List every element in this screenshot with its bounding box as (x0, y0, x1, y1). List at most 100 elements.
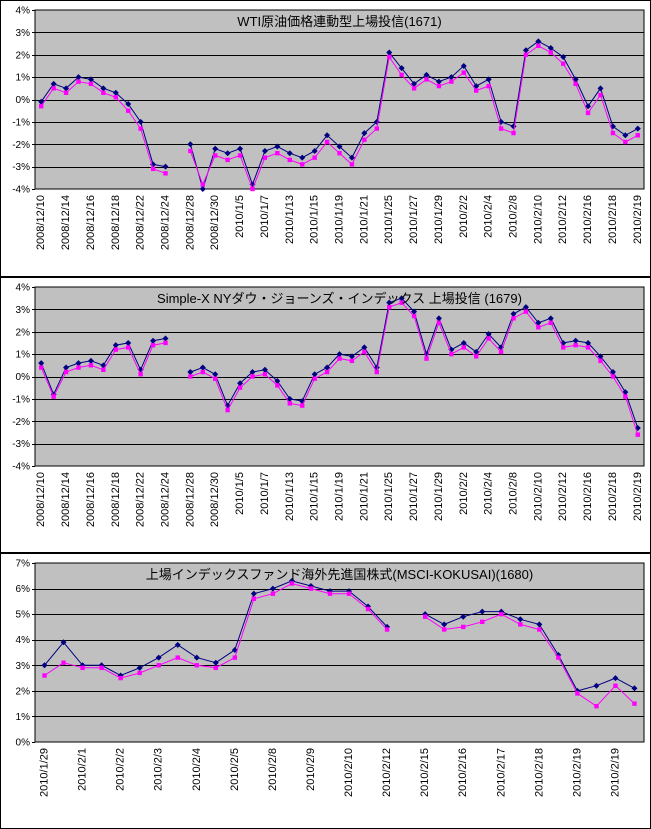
marker-diamond (622, 132, 629, 139)
marker-diamond (231, 646, 238, 653)
marker-diamond (237, 145, 244, 152)
marker-square (411, 313, 417, 319)
x-axis-label: 2010/1/29 (433, 195, 445, 244)
x-axis-label: 2010/1/29 (39, 748, 51, 797)
x-axis-label: 2010/2/16 (582, 472, 594, 521)
x-axis-label: 2010/2/5 (229, 748, 241, 791)
marker-square (598, 92, 603, 98)
marker-diamond (193, 654, 200, 661)
marker-diamond (112, 342, 119, 349)
x-axis-label: 2010/1/21 (358, 195, 370, 244)
marker-square (118, 675, 123, 681)
marker-diamond (60, 639, 67, 646)
marker-square (150, 342, 156, 348)
marker-square (561, 345, 566, 350)
marker-square (518, 622, 523, 627)
marker-diamond (125, 339, 132, 346)
y-axis-label: 3% (16, 305, 31, 316)
marker-diamond (311, 147, 318, 154)
marker-square (536, 325, 541, 330)
marker-diamond (136, 664, 143, 671)
marker-diamond (386, 49, 393, 56)
marker-square (213, 153, 218, 158)
marker-square (349, 162, 355, 167)
marker-square (51, 86, 56, 91)
marker-square (573, 81, 578, 87)
marker-diamond (125, 100, 132, 107)
marker-square (575, 691, 580, 696)
x-axis-label: 2008/12/18 (110, 195, 122, 250)
y-axis-label: 1% (16, 73, 31, 84)
marker-diamond (261, 366, 268, 373)
x-axis-label: 2010/2/18 (607, 195, 619, 244)
marker-square (424, 77, 429, 82)
marker-square (461, 70, 466, 75)
marker-square (113, 347, 118, 352)
marker-square (289, 581, 295, 586)
x-axis-label: 2010/1/15 (309, 472, 321, 521)
marker-square (374, 369, 379, 375)
marker-square (461, 345, 466, 350)
marker-square (610, 130, 616, 136)
marker-diamond (574, 687, 581, 694)
marker-square (486, 83, 491, 89)
x-axis-label: 2010/1/19 (334, 472, 346, 521)
marker-square (250, 374, 255, 379)
marker-diamond (609, 369, 616, 376)
marker-square (76, 365, 81, 370)
marker-diamond (348, 353, 355, 360)
marker-square (399, 72, 404, 78)
marker-square (436, 83, 442, 89)
marker-diamond (535, 38, 542, 45)
y-axis-label: 1% (16, 350, 31, 361)
marker-square (308, 586, 314, 591)
marker-diamond (572, 337, 579, 344)
marker-square (175, 655, 180, 660)
marker-diamond (460, 62, 467, 69)
marker-square (362, 349, 367, 355)
x-axis-label: 2008/12/18 (110, 472, 122, 527)
marker-square (156, 663, 161, 668)
marker-square (474, 354, 479, 359)
marker-square (449, 79, 454, 84)
marker-diamond (112, 89, 119, 96)
marker-square (585, 345, 591, 350)
marker-square (424, 356, 429, 361)
x-axis-label: 2010/2/15 (419, 748, 431, 797)
x-axis-label: 2010/2/18 (533, 748, 545, 797)
marker-square (61, 660, 66, 665)
marker-square (300, 162, 305, 167)
marker-diamond (398, 295, 405, 302)
chart-simplex-nydow-1679: Simple-X NYダウ・ジョーンズ・インデックス 上場投信 (1679) 4… (0, 277, 651, 553)
marker-square (436, 320, 442, 325)
marker-square (188, 148, 193, 154)
marker-diamond (250, 590, 257, 597)
marker-square (287, 401, 292, 406)
x-axis-label: 2010/2/19 (632, 195, 644, 244)
marker-square (327, 591, 333, 596)
marker-square (88, 81, 94, 87)
marker-diamond (361, 344, 368, 351)
x-axis-label: 2010/2/2 (115, 748, 127, 791)
y-axis-label: 4% (16, 6, 31, 17)
x-axis-label: 2008/12/24 (160, 195, 172, 250)
marker-diamond (522, 304, 529, 311)
y-axis-label: 2% (16, 50, 31, 61)
x-axis-label: 2010/2/12 (557, 472, 569, 521)
marker-square (163, 340, 168, 346)
marker-diamond (361, 130, 368, 137)
chart-title: 上場インデックスファンド海外先進国株式(MSCI-KOKUSAI)(1680) (145, 567, 534, 582)
marker-square (80, 665, 85, 671)
marker-square (101, 90, 106, 95)
x-axis-label: 2008/12/22 (135, 472, 147, 527)
x-axis-label: 2008/12/30 (209, 472, 221, 527)
plot-area (34, 9, 645, 190)
marker-square (362, 137, 367, 142)
marker-square (573, 342, 578, 348)
x-axis-label: 2008/12/16 (85, 472, 97, 527)
marker-square (287, 157, 292, 163)
y-axis-label: 2% (16, 327, 31, 338)
marker-diamond (274, 377, 281, 384)
y-axis-label: 1% (16, 712, 31, 723)
